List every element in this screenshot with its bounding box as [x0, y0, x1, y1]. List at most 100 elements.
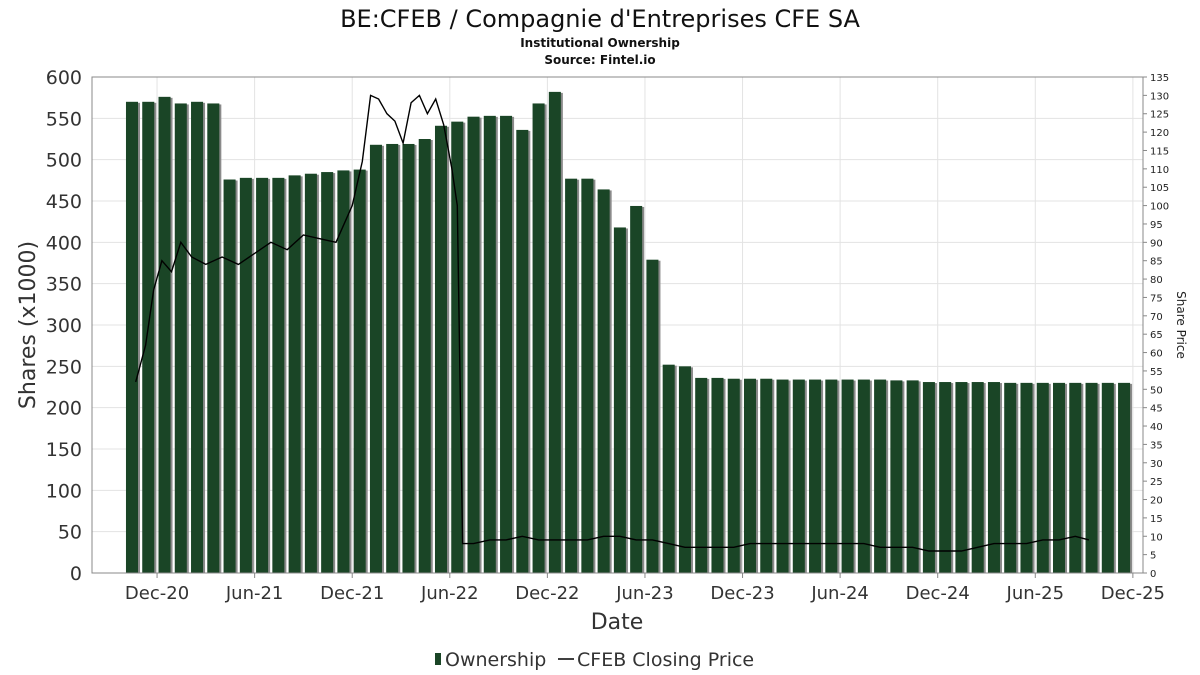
y2-tick-label: 85	[1150, 257, 1163, 268]
x-tick-label: Dec-25	[1101, 583, 1165, 604]
y-tick-label: 400	[46, 232, 82, 254]
ownership-bar	[386, 143, 399, 573]
y2-axis-label: Share Price	[1174, 291, 1188, 359]
y2-tick-label: 75	[1150, 293, 1163, 304]
ownership-bar	[597, 189, 610, 573]
ownership-bar	[1101, 382, 1114, 573]
x-tick-label: Dec-21	[320, 583, 384, 604]
y2-tick-label: 100	[1150, 202, 1169, 213]
y2-tick-label: 115	[1150, 146, 1169, 157]
ownership-bar	[467, 116, 480, 574]
ownership-bar	[1118, 382, 1131, 573]
y-tick-label: 350	[46, 274, 82, 296]
ownership-bar	[321, 172, 334, 574]
ownership-bar	[256, 177, 269, 573]
x-tick-label: Jun-25	[1006, 583, 1065, 604]
y-tick-label: 250	[46, 356, 82, 378]
ownership-bar	[207, 103, 220, 573]
y2-tick-label: 20	[1150, 496, 1163, 507]
ownership-bar	[939, 382, 952, 573]
ownership-bar	[516, 129, 529, 573]
y2-tick-label: 105	[1150, 183, 1169, 194]
y2-tick-label: 60	[1150, 349, 1163, 360]
y2-tick-label: 15	[1150, 514, 1163, 525]
ownership-bar	[922, 382, 935, 573]
chart-title: BE:CFEB / Compagnie d'Entreprises CFE SA	[340, 5, 860, 33]
y2-tick-label: 95	[1150, 220, 1163, 231]
plot-frame	[91, 76, 1144, 574]
y-tick-label: 550	[46, 108, 82, 130]
ownership-bar	[1036, 382, 1049, 573]
y-axis-left: 0 50 100 150 200 250 300 350 400 450 500 550 600	[46, 67, 82, 585]
ownership-bar	[809, 379, 822, 573]
ownership-bar	[646, 259, 659, 573]
legend-label-ownership: Ownership	[445, 649, 546, 671]
ownership-bar	[743, 378, 757, 573]
y2-tick-label: 135	[1150, 73, 1169, 84]
ownership-bar	[1069, 382, 1082, 573]
x-tick-label: Dec-23	[710, 583, 774, 604]
y-tick-label: 450	[46, 191, 82, 213]
ownership-bar	[1085, 382, 1098, 573]
ownership-bar	[662, 364, 675, 573]
y-tick-label: 50	[58, 522, 82, 544]
ownership-bar	[776, 379, 789, 573]
ownership-bar	[142, 101, 155, 574]
ownership-bar	[890, 380, 903, 573]
y2-tick-label: 110	[1150, 165, 1169, 176]
price-line	[135, 94, 1090, 552]
ownership-bar	[353, 169, 366, 573]
y2-tick-label: 25	[1150, 477, 1163, 488]
ownership-bar	[760, 378, 773, 573]
y2-tick-label: 45	[1150, 404, 1163, 415]
ownership-bar	[532, 103, 545, 573]
ownership-bar	[906, 380, 919, 573]
y2-tick-label: 5	[1150, 551, 1156, 562]
ownership-bar	[548, 91, 561, 573]
ownership-bar	[678, 366, 691, 573]
ownership-bar	[239, 177, 252, 573]
y2-tick-label: 30	[1150, 459, 1163, 470]
ownership-bar	[434, 125, 448, 574]
ownership-bar	[304, 173, 317, 573]
legend-swatch-ownership	[435, 653, 441, 665]
x-tick-label: Jun-24	[810, 583, 869, 604]
y2-tick-label: 90	[1150, 238, 1163, 249]
y2-tick-label: 50	[1150, 385, 1163, 396]
ownership-bar	[695, 377, 708, 573]
y-tick-label: 500	[46, 150, 82, 172]
ownership-bars	[125, 91, 1133, 574]
y2-tick-label: 130	[1150, 91, 1169, 102]
y2-tick-label: 55	[1150, 367, 1163, 378]
ownership-bar	[565, 178, 578, 573]
y-axis-right: 0 5 10 15 20 25 30 35 40 45 50 55 60 65 70 75 80 85 90 95 10…	[1143, 73, 1169, 580]
ownership-bar	[451, 121, 464, 573]
y-axis-label: Shares (x1000)	[16, 241, 41, 409]
x-axis: Dec-20 Jun-21 Dec-21 Jun-22 Dec-22 Jun-23 Dec-…	[125, 573, 1165, 604]
x-tick-label: Dec-24	[906, 583, 970, 604]
y2-tick-label: 35	[1150, 440, 1163, 451]
ownership-bar	[125, 101, 139, 574]
ownership-bar	[1020, 382, 1033, 573]
y2-tick-label: 120	[1150, 128, 1169, 139]
x-tick-label: Jun-21	[225, 583, 284, 604]
ownership-bar	[711, 377, 724, 573]
y-tick-label: 150	[46, 439, 82, 461]
y2-tick-label: 40	[1150, 422, 1163, 433]
ownership-bar	[727, 378, 740, 573]
ownership-bar	[223, 179, 236, 574]
ownership-bar	[825, 379, 838, 573]
y2-tick-label: 0	[1150, 569, 1156, 580]
ownership-bar	[1052, 382, 1066, 573]
ownership-bar	[613, 227, 626, 573]
x-tick-label: Jun-22	[420, 583, 479, 604]
y-tick-label: 100	[46, 480, 82, 502]
y2-tick-label: 125	[1150, 110, 1169, 121]
y-tick-label: 200	[46, 398, 82, 420]
ownership-bar	[987, 382, 1000, 573]
ownership-bar	[418, 139, 431, 573]
ownership-bar	[483, 115, 496, 573]
x-tick-label: Jun-23	[615, 583, 674, 604]
ownership-bar	[337, 170, 350, 573]
